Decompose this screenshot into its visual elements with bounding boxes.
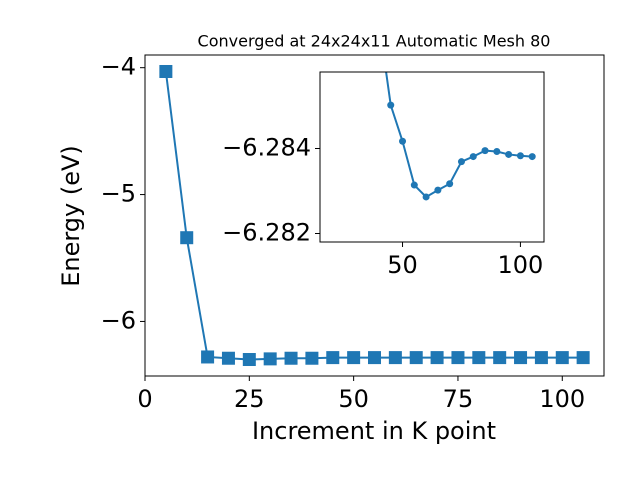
marker [347, 351, 361, 365]
marker [472, 351, 486, 365]
plot-frame [144, 54, 605, 377]
marker [388, 351, 402, 365]
y-tick-label: −4 [101, 53, 136, 81]
marker [368, 351, 381, 365]
x-tick-label: 75 [443, 385, 474, 413]
y-tick-label: −6.284 [222, 134, 311, 162]
marker [534, 351, 548, 365]
y-tick-label: −6.282 [222, 219, 311, 247]
marker [514, 351, 528, 365]
marker [505, 150, 513, 158]
marker [242, 353, 256, 367]
marker [446, 180, 454, 188]
x-tick-label: 50 [387, 251, 418, 279]
marker [263, 352, 277, 366]
marker [516, 152, 524, 160]
marker [555, 351, 569, 365]
marker [201, 350, 215, 364]
x-tick-label: 100 [539, 385, 585, 413]
marker [326, 351, 340, 365]
marker [221, 351, 235, 365]
marker [469, 153, 477, 161]
marker [457, 158, 465, 166]
marker [284, 351, 298, 365]
y-tick-label: −5 [101, 180, 136, 208]
marker [451, 351, 465, 365]
marker [576, 351, 590, 365]
plot-frame [319, 71, 545, 243]
marker [305, 351, 319, 365]
marker [493, 147, 501, 155]
plot-group [159, 64, 590, 367]
marker [481, 147, 489, 155]
marker [410, 181, 418, 189]
marker [399, 137, 407, 145]
marker [493, 351, 507, 365]
chart-title: Converged at 24x24x11 Automatic Mesh 80 [198, 32, 551, 51]
x-axis-label: Increment in K point [252, 417, 496, 445]
marker [528, 153, 536, 161]
y-tick-label: −6 [101, 306, 136, 334]
marker [409, 351, 423, 365]
marker [422, 193, 430, 201]
x-tick-label: 50 [338, 385, 369, 413]
marker [387, 101, 395, 109]
marker [180, 231, 194, 245]
marker [430, 351, 444, 365]
plot-group [385, 72, 536, 201]
x-tick-label: 100 [498, 251, 544, 279]
marker [434, 186, 442, 194]
x-tick-label: 25 [234, 385, 265, 413]
y-axis-label: Energy (eV) [57, 145, 85, 287]
marker [159, 64, 173, 78]
x-tick-label: 0 [137, 385, 152, 413]
